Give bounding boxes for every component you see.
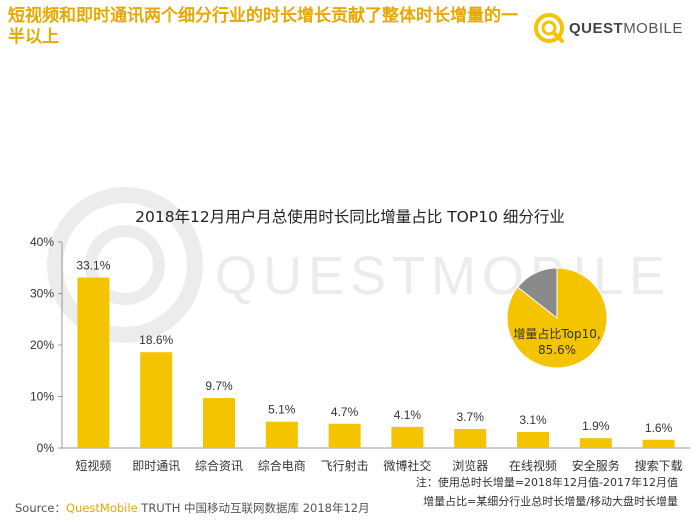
y-axis: 0% 10% 20% 30% 40% xyxy=(30,235,690,455)
footnote-2: 增量占比=某细分行业总时长增量/移动大盘时长增量 xyxy=(423,495,678,508)
category-label: 浏览器 xyxy=(452,458,488,473)
category-label: 即时通讯 xyxy=(132,459,180,473)
bar-6 xyxy=(391,426,424,448)
data-label: 5.1% xyxy=(268,403,296,417)
data-label: 4.7% xyxy=(331,405,359,419)
y-tick-label: 0% xyxy=(37,441,55,455)
bar-7 xyxy=(454,428,487,448)
inset-pie-chart: 增量占比Top10, 85.6% xyxy=(506,267,608,369)
pie-slice-2 xyxy=(516,267,558,320)
bars-group: 33.1% 短视频 18.6% 即时通讯 9.7% 综合资讯 5.1% 综合电商 4.7% 飞行射… xyxy=(75,259,682,473)
data-label: 1.9% xyxy=(582,419,610,433)
bar-5 xyxy=(328,423,361,448)
y-tick-label: 40% xyxy=(30,235,54,249)
bar-9 xyxy=(579,438,612,448)
category-label: 安全服务 xyxy=(572,458,620,473)
data-label: 4.1% xyxy=(394,408,422,422)
y-tick-label: 20% xyxy=(30,338,54,352)
data-label: 18.6% xyxy=(139,333,173,347)
bar-8 xyxy=(517,432,549,448)
bar-1 xyxy=(77,277,110,448)
data-label: 33.1% xyxy=(76,259,110,273)
questmobile-logo: QUESTMOBILE xyxy=(533,12,693,46)
category-label: 搜索下载 xyxy=(635,458,683,473)
category-label: 综合电商 xyxy=(258,458,306,473)
questmobile-logo-icon xyxy=(534,13,564,43)
source-text: TRUTH 中国移动互联网数据库 2018年12月 xyxy=(137,501,370,515)
source-brand: QuestMobile xyxy=(66,501,138,515)
category-label: 综合资讯 xyxy=(195,458,243,473)
category-label: 短视频 xyxy=(75,458,111,473)
y-tick-label: 10% xyxy=(30,390,54,404)
source-prefix: Source： xyxy=(15,501,66,515)
data-label: 3.1% xyxy=(519,413,547,427)
data-label: 1.6% xyxy=(645,421,673,435)
pie-label: 增量占比Top10, 85.6% xyxy=(513,326,600,357)
category-label: 微博社交 xyxy=(383,458,431,473)
chart-title: 2018年12月用户月总使用时长同比增量占比 TOP10 细分行业 xyxy=(135,208,565,226)
bar-4 xyxy=(265,421,298,448)
data-label: 9.7% xyxy=(205,379,233,393)
footnote-1: 注：使用总时长增量=2018年12月值-2017年12月值 xyxy=(415,476,678,489)
data-label: 3.7% xyxy=(457,410,485,424)
page-title: 短视频和即时通讯两个细分行业的时长增长贡献了整体时长增量的一半以上 xyxy=(8,6,518,47)
y-tick-label: 30% xyxy=(30,287,54,301)
bar-2 xyxy=(140,352,173,448)
bar-10 xyxy=(642,439,675,448)
bar-3 xyxy=(203,398,235,448)
category-label: 在线视频 xyxy=(509,458,557,473)
source-line: Source：QuestMobile TRUTH 中国移动互联网数据库 2018… xyxy=(15,500,370,516)
logo-text: QUESTMOBILE xyxy=(569,20,683,37)
category-label: 飞行射击 xyxy=(321,458,369,473)
